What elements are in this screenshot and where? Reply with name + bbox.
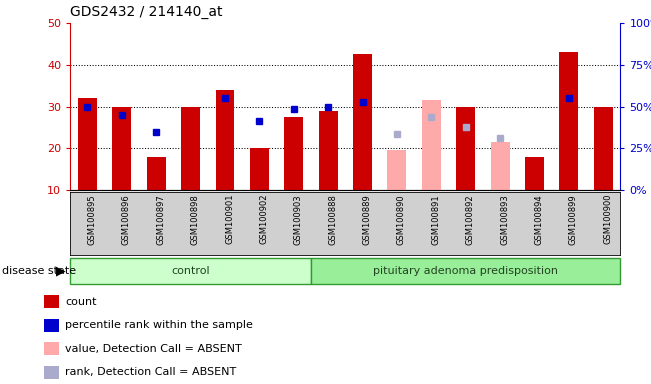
Text: ▶: ▶ [56,265,65,278]
Text: GSM100901: GSM100901 [225,194,234,244]
Text: percentile rank within the sample: percentile rank within the sample [65,320,253,330]
Text: count: count [65,297,97,307]
Text: control: control [171,266,210,276]
Bar [250,148,269,190]
Bar [147,157,166,190]
Text: GSM100891: GSM100891 [432,194,440,245]
Bar [44,366,59,379]
Bar [78,98,97,190]
Text: GSM100900: GSM100900 [603,194,612,244]
Bar [525,157,544,190]
Text: GSM100890: GSM100890 [397,194,406,245]
Text: GSM100889: GSM100889 [363,194,372,245]
Bar [319,111,338,190]
Bar [594,107,613,190]
Bar [559,52,578,190]
Bar [181,107,200,190]
FancyBboxPatch shape [311,258,620,284]
Bar [44,342,59,355]
Bar [215,90,234,190]
Bar [353,55,372,190]
Text: pituitary adenoma predisposition: pituitary adenoma predisposition [373,266,558,276]
Bar [422,100,441,190]
Text: GSM100893: GSM100893 [500,194,509,245]
Text: rank, Detection Call = ABSENT: rank, Detection Call = ABSENT [65,367,237,377]
Text: GSM100902: GSM100902 [259,194,268,244]
Bar [44,295,59,308]
FancyBboxPatch shape [70,258,311,284]
Bar [284,117,303,190]
Text: GSM100895: GSM100895 [87,194,96,245]
Bar [491,142,510,190]
Bar [44,319,59,332]
Text: GSM100894: GSM100894 [534,194,544,245]
Text: GSM100897: GSM100897 [156,194,165,245]
Text: GSM100892: GSM100892 [465,194,475,245]
Text: value, Detection Call = ABSENT: value, Detection Call = ABSENT [65,344,242,354]
Text: GSM100898: GSM100898 [191,194,200,245]
Text: GDS2432 / 214140_at: GDS2432 / 214140_at [70,5,223,19]
Text: disease state: disease state [2,266,76,276]
Text: GSM100899: GSM100899 [569,194,578,245]
Text: GSM100903: GSM100903 [294,194,303,245]
Text: GSM100888: GSM100888 [328,194,337,245]
Bar [456,107,475,190]
Text: GSM100896: GSM100896 [122,194,131,245]
Bar [387,151,406,190]
Bar [113,107,132,190]
